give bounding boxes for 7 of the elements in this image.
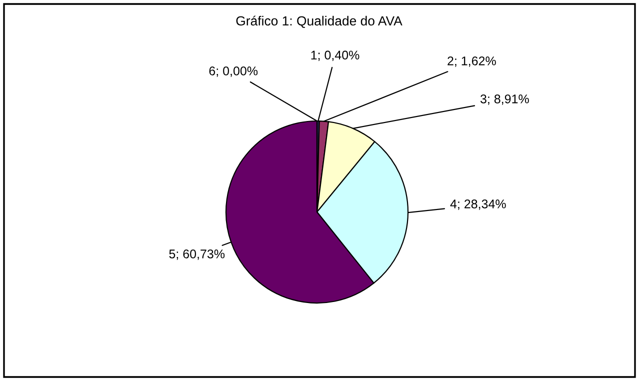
slice-label: 3; 8,91% [480, 94, 529, 105]
chart-title: Gráfico 1: Qualidade do AVA [236, 16, 402, 28]
slice-label: 4; 28,34% [450, 200, 506, 210]
slice-label: 2; 1,62% [448, 56, 496, 67]
slice-label: 1; 0,40% [311, 50, 360, 62]
slice-label: 5; 60,73% [169, 250, 225, 260]
category-label: 6; 0,00% [209, 66, 258, 77]
